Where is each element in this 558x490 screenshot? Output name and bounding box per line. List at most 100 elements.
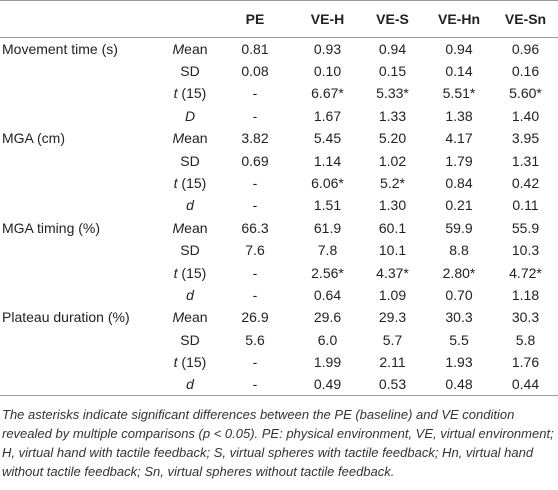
table-row: D - 1.67 1.33 1.38 1.40 [0,105,558,127]
value-cell: 0.53 [378,376,407,393]
value-cell: 1.09 [378,286,407,303]
value-cell: 1.14 [313,152,342,169]
value-cell: 3.82 [241,130,269,147]
value-cell: 0.49 [313,376,342,393]
value-cell: - [252,197,258,214]
value-cell: 5.7 [382,331,403,348]
value-cell: 7.8 [317,242,338,259]
value-cell: 66.3 [241,219,269,236]
empty-cell [0,194,165,216]
value-cell: - [252,286,258,303]
value-cell: 0.94 [378,40,407,57]
table-row: d - 0.64 1.09 0.70 1.18 [0,284,558,306]
value-cell: 8.8 [449,242,469,259]
value-cell: 5.5 [449,331,469,348]
value-cell: 5.60* [509,85,542,102]
value-cell: 0.21 [445,197,473,214]
table-body: Movement time (s) Mean 0.81 0.93 0.94 0.94 0.9… [0,38,558,396]
value-cell: 1.31 [511,152,540,169]
table-row: t (15) - 6.67* 5.33* 5.51* 5.60* [0,82,558,104]
value-cell: 1.67 [313,107,342,124]
stat-label: t (15) [173,85,207,102]
column-header: VE-S [376,11,409,27]
value-cell: 6.67* [311,85,344,102]
stat-label: Mean [172,40,208,57]
table-row: t (15) - 2.56* 4.37* 2.80* 4.72* [0,261,558,283]
value-cell: 1.40 [511,107,540,124]
stat-label: SD [180,331,200,348]
value-cell: 5.20 [378,130,407,147]
value-cell: 0.93 [313,40,342,57]
value-cell: - [252,376,258,393]
stat-label: t (15) [173,264,207,281]
table-row: t (15) - 6.06* 5.2* 0.84 0.42 [0,172,558,194]
value-cell: 3.95 [511,130,540,147]
stat-label: d [186,197,194,214]
stat-label: SD [180,152,200,169]
stat-label: SD [180,63,200,80]
value-cell: - [252,107,258,124]
value-cell: 5.6 [245,331,265,348]
results-table: PE VE-H VE-S VE-Hn VE-Sn Movement time (s) Me… [0,0,558,396]
column-header: VE-Hn [438,11,480,27]
value-cell: 0.96 [511,40,540,57]
value-cell: 0.08 [241,63,269,80]
value-cell: 10.1 [378,242,407,259]
value-cell: 29.3 [378,309,407,326]
value-cell: 5.2* [380,175,405,192]
value-cell: 60.1 [378,219,407,236]
value-cell: - [252,85,258,102]
value-cell: 1.30 [378,197,407,214]
value-cell: - [252,354,258,371]
table-row: SD 0.69 1.14 1.02 1.79 1.31 [0,149,558,171]
table-row: Plateau duration (%) Mean 26.9 29.6 29.3 30.3… [0,306,558,328]
value-cell: 0.94 [445,40,473,57]
value-cell: 1.93 [445,354,473,371]
value-cell: 30.3 [445,309,473,326]
value-cell: 0.42 [511,175,540,192]
column-header: VE-Sn [504,11,547,27]
value-cell: 5.45 [313,130,342,147]
value-cell: 4.72* [509,264,542,281]
value-cell: 0.48 [445,376,473,393]
table-row: SD 7.6 7.8 10.1 8.8 10.3 [0,239,558,261]
stat-label: SD [180,242,200,259]
value-cell: 0.15 [378,63,407,80]
empty-cell [0,284,165,306]
footnote: The asterisks indicate significant diffe… [2,407,554,480]
value-cell: 1.33 [378,107,407,124]
value-cell: 0.11 [512,197,539,214]
value-cell: 0.64 [313,286,342,303]
value-cell: 0.44 [511,376,540,393]
value-cell: 6.06* [311,175,344,192]
stat-label: Mean [172,219,208,236]
empty-cell [0,105,165,127]
stat-label: t (15) [173,354,207,371]
column-header: VE-H [310,11,345,27]
empty-cell [0,82,165,104]
value-cell: 26.9 [241,309,269,326]
table-row: SD 0.08 0.10 0.15 0.14 0.16 [0,60,558,82]
stat-label: D [184,107,196,124]
value-cell: 0.70 [445,286,473,303]
table-row: d - 1.51 1.30 0.21 0.11 [0,194,558,216]
empty-cell [0,60,165,82]
table-row: Movement time (s) Mean 0.81 0.93 0.94 0.94 0.9… [0,38,558,60]
value-cell: 0.16 [511,63,540,80]
empty-cell [0,261,165,283]
value-cell: 59.9 [445,219,473,236]
group-label: MGA timing (%) [2,219,101,236]
empty-header [0,1,165,38]
group-label: Movement time (s) [2,40,118,57]
table-row: MGA (cm) Mean 3.82 5.45 5.20 4.17 3.95 [0,127,558,149]
value-cell: 30.3 [511,309,540,326]
stat-label: Mean [172,309,208,326]
table-row: SD 5.6 6.0 5.7 5.5 5.8 [0,329,558,351]
value-cell: 1.18 [511,286,540,303]
group-label: MGA (cm) [2,130,65,147]
value-cell: 1.38 [445,107,473,124]
value-cell: 29.6 [313,309,342,326]
value-cell: 5.33* [376,85,409,102]
value-cell: 1.79 [445,152,473,169]
empty-cell [0,239,165,261]
